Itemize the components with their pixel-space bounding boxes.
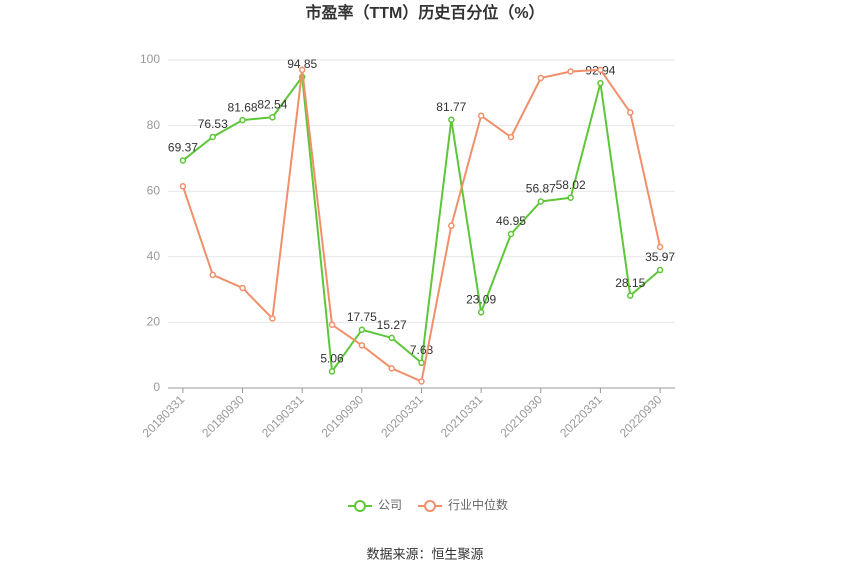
point — [269, 114, 276, 121]
line-1 — [181, 68, 662, 383]
data-label: 82.54 — [257, 97, 287, 111]
chart-title: 市盈率（TTM）历史百分位（%） — [305, 3, 544, 22]
x-tick-label: 20190930 — [319, 392, 367, 440]
point — [567, 68, 574, 75]
point — [358, 342, 366, 349]
point — [477, 309, 485, 316]
data-label: 94.85 — [287, 57, 317, 71]
point — [656, 266, 664, 274]
x-tick-label: 20190331 — [259, 392, 307, 440]
point — [448, 222, 455, 229]
data-label: 15.27 — [377, 318, 407, 332]
point — [597, 66, 604, 74]
x-tick-label: 20210331 — [438, 392, 486, 440]
x-tick-label: 20220930 — [617, 392, 665, 440]
data-label: 28.15 — [615, 276, 645, 290]
x-tick-label: 20200331 — [378, 392, 426, 440]
data-label: 35.97 — [645, 250, 675, 264]
data-label: 58.02 — [556, 178, 586, 192]
point — [179, 183, 187, 190]
data-label: 5.06 — [320, 352, 344, 366]
data-label: 23.09 — [466, 292, 496, 306]
data-label: 17.75 — [347, 310, 377, 324]
legend-label: 行业中位数 — [448, 497, 508, 512]
point — [209, 133, 216, 141]
point — [209, 271, 216, 279]
point — [627, 109, 634, 116]
data-label: 69.37 — [168, 141, 198, 155]
legend-item: 公司 — [348, 498, 402, 512]
point — [328, 368, 336, 375]
legend-marker — [354, 500, 366, 512]
point — [239, 116, 246, 124]
point — [269, 315, 276, 322]
point — [358, 326, 366, 334]
y-tick-label: 60 — [147, 183, 161, 197]
point — [597, 79, 604, 87]
point — [656, 243, 664, 251]
point — [567, 194, 574, 201]
legend-marker — [424, 500, 436, 512]
y-tick-label: 80 — [147, 118, 161, 132]
point — [388, 365, 395, 372]
data-label: 81.77 — [436, 100, 466, 114]
point — [627, 292, 634, 299]
source: 数据来源：恒生聚源 — [366, 546, 483, 561]
point — [507, 133, 515, 141]
point — [179, 157, 187, 164]
line-0 — [182, 74, 661, 375]
legend-item: 行业中位数 — [418, 497, 508, 512]
point — [418, 378, 425, 385]
x-tick-label: 20180331 — [140, 392, 188, 440]
x-tick-label: 20220331 — [557, 392, 605, 440]
y-tick-label: 100 — [140, 52, 160, 66]
data-label: 46.95 — [496, 214, 526, 228]
point — [298, 66, 306, 74]
data-label: 76.53 — [198, 117, 228, 131]
point — [477, 112, 485, 120]
point — [507, 230, 515, 238]
point — [328, 321, 336, 328]
data-label: 81.68 — [228, 100, 258, 114]
point — [448, 116, 455, 124]
point — [537, 198, 545, 205]
point — [537, 74, 545, 82]
point — [418, 359, 425, 367]
x-tick-label: 20210930 — [498, 392, 546, 440]
legend-label: 公司 — [378, 498, 402, 512]
point — [239, 284, 246, 292]
y-tick-label: 0 — [153, 380, 160, 394]
point — [388, 334, 395, 342]
y-tick-label: 40 — [147, 249, 161, 263]
data-label: 7.68 — [410, 343, 434, 357]
y-tick-label: 20 — [147, 315, 161, 329]
data-label: 56.87 — [526, 182, 556, 196]
x-tick-label: 20180930 — [199, 392, 247, 440]
